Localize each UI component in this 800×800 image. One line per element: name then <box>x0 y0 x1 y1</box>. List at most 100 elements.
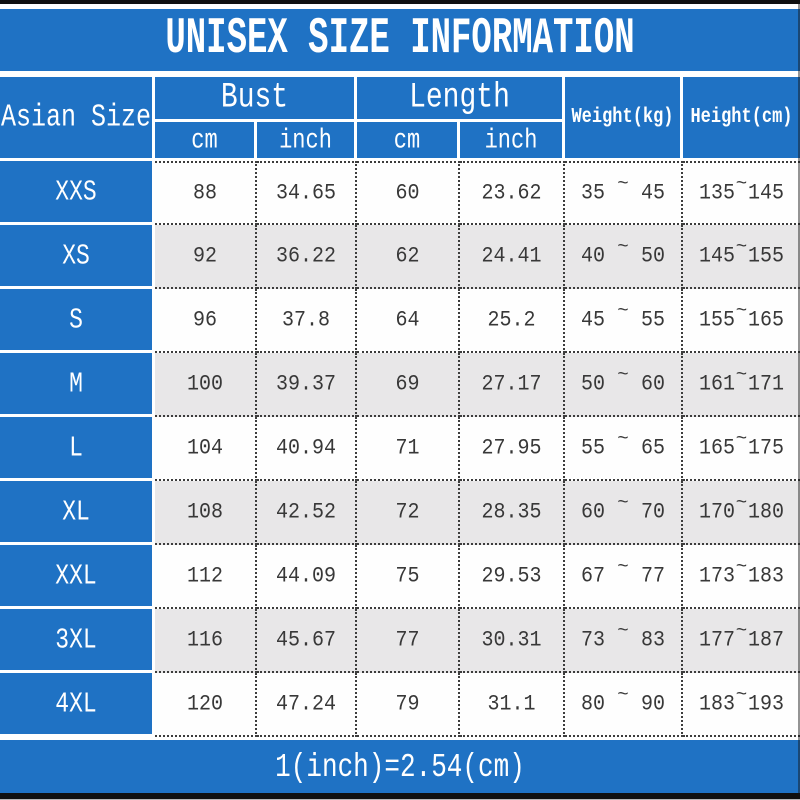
height-cm-min: 161 <box>699 371 736 397</box>
bust-cm-value: 108 <box>186 499 223 525</box>
tilde-separator: ~ <box>735 492 748 514</box>
size-table: Asian Size Bust Length Weight(kg) Height… <box>0 77 800 737</box>
length-inch-value: 24.41 <box>481 243 542 269</box>
size-label-cell: 3XL <box>0 609 155 673</box>
size-label-cell: S <box>0 289 155 353</box>
size-label: L <box>69 431 83 464</box>
height-cm-range-cell: 183 ~193 <box>683 673 800 737</box>
bust-cm-cell: 96 <box>155 289 257 353</box>
weight-kg-max: 70 <box>640 499 665 525</box>
length-cm-value: 62 <box>395 243 420 269</box>
weight-kg-min: 67 <box>581 563 606 589</box>
tilde-separator: ~ <box>735 684 748 706</box>
length-cm-value: 71 <box>395 435 420 461</box>
tilde-separator: ~ <box>617 300 629 322</box>
weight-kg-max: 65 <box>640 435 665 461</box>
bust-inch-cell: 34.65 <box>257 161 357 225</box>
length-cm-label: cm <box>393 124 421 156</box>
size-label: XS <box>62 239 90 272</box>
bust-inch-value: 36.22 <box>275 243 336 269</box>
size-label-cell: XXL <box>0 545 155 609</box>
length-inch-cell: 25.2 <box>460 289 565 353</box>
bust-inch-value: 45.67 <box>275 627 336 653</box>
bust-inch-cell: 39.37 <box>257 353 357 417</box>
length-inch-value: 30.31 <box>481 627 542 653</box>
tilde-separator: ~ <box>617 428 629 450</box>
bust-inch-cell: 37.8 <box>257 289 357 353</box>
tilde-separator: ~ <box>617 236 629 258</box>
length-group-label: Length <box>409 78 510 118</box>
weight-kg-range-cell: 73 ~83 <box>565 609 683 673</box>
tilde-separator: ~ <box>617 620 629 642</box>
weight-kg-range-cell: 67 ~77 <box>565 545 683 609</box>
weight-kg-min: 45 <box>581 307 606 333</box>
bottom-border-line <box>0 793 800 799</box>
height-cm-range-cell: 155 ~165 <box>683 289 800 353</box>
conversion-note: 1(inch)=2.54(cm) <box>275 747 525 786</box>
size-label: 3XL <box>55 623 97 656</box>
height-cm-max: 155 <box>747 243 784 269</box>
length-inch-cell: 30.31 <box>460 609 565 673</box>
length-cm-cell: 60 <box>357 161 460 225</box>
tilde-separator: ~ <box>735 620 748 642</box>
tilde-separator: ~ <box>735 173 748 195</box>
length-group-header: Length <box>357 77 565 122</box>
weight-kg-max: 83 <box>640 627 665 653</box>
weight-kg-max: 45 <box>640 180 665 206</box>
size-label: XXS <box>55 175 97 208</box>
bust-cm-cell: 116 <box>155 609 257 673</box>
length-cm-value: 77 <box>395 627 420 653</box>
weight-kg-min: 35 <box>581 180 606 206</box>
bust-inch-value: 34.65 <box>275 180 336 206</box>
weight-kg-range-cell: 80 ~90 <box>565 673 683 737</box>
bust-cm-cell: 112 <box>155 545 257 609</box>
height-cm-min: 165 <box>699 435 736 461</box>
size-label-cell: XXS <box>0 161 155 225</box>
length-inch-value: 25.2 <box>487 307 536 333</box>
bust-inch-value: 39.37 <box>275 371 336 397</box>
weight-kg-min: 80 <box>581 691 606 717</box>
bust-group-header: Bust <box>155 77 357 122</box>
size-label: XXL <box>55 559 97 592</box>
length-cm-value: 79 <box>395 691 420 717</box>
height-cm-min: 135 <box>699 180 736 206</box>
height-cm-min: 170 <box>699 499 736 525</box>
height-cm-min: 173 <box>699 563 736 589</box>
weight-kg-min: 50 <box>581 371 606 397</box>
bust-inch-value: 47.24 <box>275 691 336 717</box>
bust-cm-cell: 104 <box>155 417 257 481</box>
length-cm-cell: 75 <box>357 545 460 609</box>
height-header: Height(cm) <box>683 77 800 161</box>
photo-edge-line <box>798 0 800 795</box>
length-inch-value: 23.62 <box>481 180 542 206</box>
weight-kg-max: 77 <box>640 563 665 589</box>
bust-inch-value: 37.8 <box>281 307 330 333</box>
bust-cm-value: 100 <box>186 371 223 397</box>
page-title: UNISEX SIZE INFORMATION <box>165 11 635 69</box>
bust-cm-value: 92 <box>192 243 217 269</box>
bust-inch-cell: 42.52 <box>257 481 357 545</box>
height-cm-max: 175 <box>747 435 784 461</box>
bust-inch-subheader: inch <box>257 122 357 161</box>
length-cm-value: 72 <box>395 499 420 525</box>
bust-cm-value: 112 <box>186 563 223 589</box>
weight-kg-min: 60 <box>581 499 606 525</box>
length-inch-value: 28.35 <box>481 499 542 525</box>
weight-kg-min: 73 <box>581 627 606 653</box>
length-cm-value: 60 <box>395 180 420 206</box>
bust-inch-cell: 45.67 <box>257 609 357 673</box>
tilde-separator: ~ <box>617 173 629 195</box>
bust-inch-label: inch <box>279 124 332 156</box>
tilde-separator: ~ <box>617 684 629 706</box>
bust-inch-value: 40.94 <box>275 435 336 461</box>
bust-cm-value: 104 <box>186 435 223 461</box>
size-label-cell: 4XL <box>0 673 155 737</box>
tilde-separator: ~ <box>617 492 629 514</box>
height-cm-range-cell: 165 ~175 <box>683 417 800 481</box>
title-bar: UNISEX SIZE INFORMATION <box>0 9 800 71</box>
height-cm-min: 183 <box>699 691 736 717</box>
height-cm-range-cell: 161 ~171 <box>683 353 800 417</box>
bust-cm-value: 120 <box>186 691 223 717</box>
length-cm-value: 69 <box>395 371 420 397</box>
